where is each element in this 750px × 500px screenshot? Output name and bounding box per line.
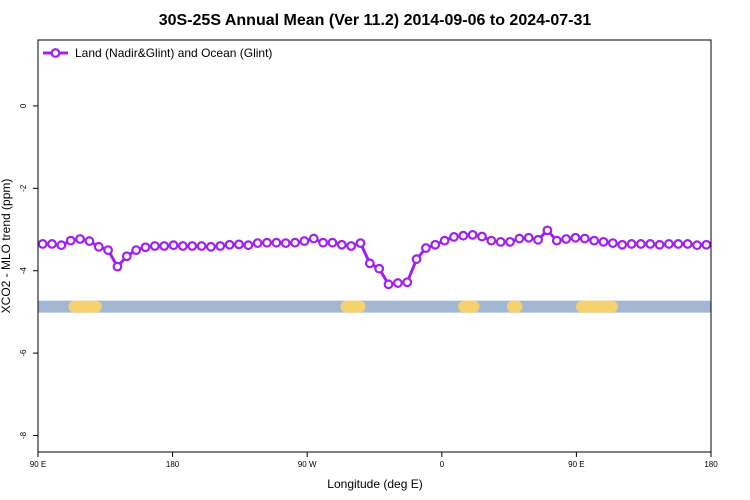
data-point bbox=[47, 239, 57, 249]
x-tick-label: 0 bbox=[440, 460, 445, 469]
y-axis-ticks: 0 -2 -4 -6 -8 bbox=[19, 103, 38, 439]
x-axis-label: Longitude (deg E) bbox=[327, 477, 422, 491]
data-point bbox=[402, 277, 413, 288]
chart-title: 30S-25S Annual Mean (Ver 11.2) 2014-09-0… bbox=[159, 12, 592, 29]
x-axis-ticks: 90 E 180 90 W 0 90 E 180 bbox=[30, 452, 718, 469]
data-point bbox=[103, 245, 114, 256]
data-point bbox=[112, 261, 123, 272]
data-point bbox=[243, 240, 254, 251]
data-point bbox=[336, 239, 347, 250]
data-point bbox=[196, 241, 207, 251]
data-point bbox=[421, 243, 431, 253]
data-point bbox=[84, 236, 95, 246]
legend: Land (Nadir&Glint) and Ocean (Glint) bbox=[43, 46, 272, 60]
data-point bbox=[271, 237, 282, 248]
x-tick-label: 180 bbox=[704, 460, 718, 469]
data-point bbox=[224, 239, 235, 250]
data-point bbox=[37, 239, 48, 249]
data-point bbox=[318, 237, 328, 248]
x-tick-label: 90 W bbox=[298, 460, 317, 469]
data-point bbox=[93, 241, 104, 252]
data-point bbox=[364, 258, 375, 269]
data-point bbox=[570, 232, 581, 243]
y-axis-label: XCO2 - MLO trend (ppm) bbox=[0, 179, 13, 314]
x-tick-label: 180 bbox=[166, 460, 180, 469]
legend-marker bbox=[50, 48, 61, 58]
data-point bbox=[56, 240, 67, 251]
data-point bbox=[673, 239, 684, 249]
data-point bbox=[523, 232, 534, 243]
y-tick-label: -4 bbox=[19, 267, 28, 275]
data-point bbox=[635, 239, 646, 249]
data-point bbox=[533, 234, 543, 245]
data-point bbox=[140, 242, 151, 253]
data-point bbox=[626, 239, 637, 249]
data-point bbox=[262, 237, 272, 248]
data-point bbox=[168, 240, 179, 251]
data-point bbox=[458, 230, 469, 241]
data-point bbox=[654, 239, 665, 250]
x-tick-label: 90 E bbox=[568, 460, 584, 469]
data-point bbox=[234, 239, 244, 250]
plot-frame bbox=[37, 39, 712, 453]
y-tick-label: 0 bbox=[19, 103, 28, 108]
data-point bbox=[579, 233, 590, 244]
y-tick-label: -2 bbox=[19, 184, 28, 192]
data-point bbox=[383, 279, 394, 290]
data-point bbox=[206, 241, 216, 252]
data-point bbox=[682, 239, 693, 249]
data-point bbox=[299, 236, 310, 246]
legend-label: Land (Nadir&Glint) and Ocean (Glint) bbox=[75, 46, 272, 60]
data-point bbox=[617, 239, 628, 250]
data-point bbox=[308, 233, 319, 244]
data-point bbox=[374, 263, 385, 274]
y-tick-label: -6 bbox=[19, 349, 28, 357]
data-point bbox=[280, 238, 291, 249]
data-point bbox=[187, 241, 198, 251]
data-point bbox=[327, 237, 338, 248]
data-point bbox=[346, 241, 357, 251]
data-point bbox=[664, 239, 674, 249]
data-point bbox=[477, 231, 487, 242]
data-point bbox=[505, 236, 515, 247]
data-point bbox=[159, 241, 170, 251]
data-point bbox=[589, 235, 600, 246]
data-point bbox=[439, 235, 450, 246]
data-point bbox=[645, 239, 656, 249]
data-point bbox=[392, 278, 403, 288]
data-point bbox=[215, 241, 226, 251]
data-point bbox=[252, 238, 263, 249]
data-point bbox=[495, 236, 506, 247]
data-point bbox=[355, 238, 366, 249]
data-point bbox=[486, 235, 497, 246]
y-tick-label: -8 bbox=[19, 431, 28, 439]
data-point bbox=[514, 233, 525, 244]
data-point bbox=[467, 229, 478, 240]
data-point bbox=[290, 237, 300, 248]
data-point bbox=[65, 235, 76, 246]
data-point bbox=[75, 234, 85, 244]
data-point bbox=[551, 235, 562, 246]
data-point bbox=[121, 251, 132, 262]
data-point bbox=[561, 234, 572, 244]
data-point bbox=[701, 239, 712, 250]
data-point bbox=[598, 236, 609, 247]
data-point bbox=[607, 238, 618, 249]
data-point bbox=[430, 239, 441, 250]
data-point bbox=[131, 245, 142, 256]
data-point bbox=[177, 241, 188, 251]
data-point bbox=[149, 241, 160, 251]
series-layer bbox=[37, 225, 712, 290]
data-point bbox=[692, 240, 702, 251]
x-tick-label: 90 E bbox=[30, 460, 46, 469]
data-point bbox=[411, 254, 422, 265]
data-point bbox=[542, 225, 553, 236]
data-point bbox=[449, 232, 459, 242]
